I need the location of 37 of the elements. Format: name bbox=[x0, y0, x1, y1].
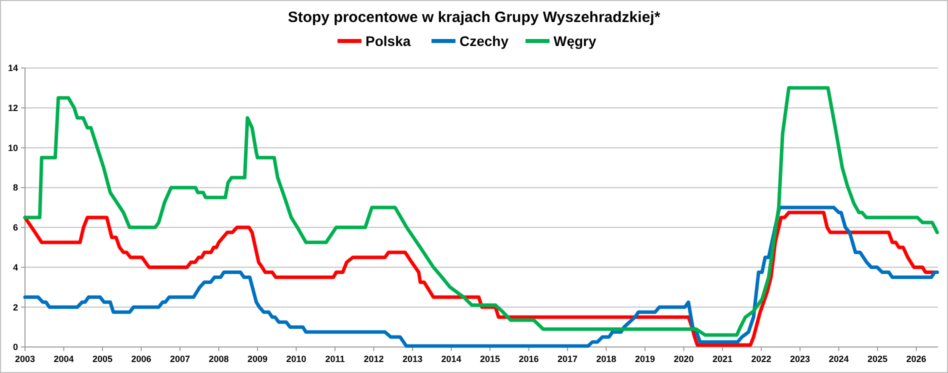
chart-title: Stopy procentowe w krajach Grupy Wyszehradzkiej* bbox=[288, 9, 660, 26]
x-tick-label: 2011 bbox=[325, 354, 345, 364]
x-tick-label: 2017 bbox=[558, 354, 578, 364]
x-tick-label: 2013 bbox=[402, 354, 423, 364]
legend-label: Czechy bbox=[460, 33, 509, 49]
y-tick-label: 8 bbox=[12, 182, 18, 193]
y-tick-label: 2 bbox=[12, 302, 18, 312]
x-tick-label: 2006 bbox=[131, 354, 152, 364]
x-tick-label: 2004 bbox=[54, 354, 74, 364]
y-tick-label: 4 bbox=[12, 262, 18, 272]
y-tick-label: 10 bbox=[8, 142, 18, 153]
x-tick-label: 2010 bbox=[286, 354, 306, 364]
x-tick-label: 2009 bbox=[247, 354, 268, 364]
x-tick-label: 2021 bbox=[712, 354, 733, 364]
legend-label: Polska bbox=[366, 33, 411, 49]
x-tick-label: 2008 bbox=[208, 354, 229, 364]
y-tick-label: 14 bbox=[8, 63, 18, 74]
x-tick-label: 2020 bbox=[674, 354, 694, 364]
x-tick-label: 2019 bbox=[635, 354, 656, 364]
x-tick-label: 2005 bbox=[92, 354, 113, 364]
y-tick-label: 0 bbox=[12, 342, 18, 352]
x-tick-label: 2024 bbox=[828, 354, 849, 364]
x-tick-label: 2015 bbox=[480, 354, 500, 364]
y-tick-label: 12 bbox=[8, 103, 18, 114]
x-tick-label: 2003 bbox=[14, 354, 36, 364]
x-tick-label: 2022 bbox=[751, 354, 772, 364]
x-tick-label: 2025 bbox=[868, 354, 888, 364]
x-tick-label: 2016 bbox=[518, 354, 539, 364]
x-tick-label: 2026 bbox=[906, 354, 926, 364]
x-tick-label: 2007 bbox=[170, 354, 190, 364]
x-tick-label: 2012 bbox=[364, 354, 384, 364]
x-tick-label: 2018 bbox=[596, 354, 616, 364]
y-tick-label: 6 bbox=[12, 222, 18, 233]
line-series bbox=[23, 86, 939, 337]
legend-label: Węgry bbox=[554, 33, 596, 49]
x-tick-label: 2014 bbox=[441, 354, 462, 364]
x-tick-label: 2023 bbox=[790, 354, 810, 364]
